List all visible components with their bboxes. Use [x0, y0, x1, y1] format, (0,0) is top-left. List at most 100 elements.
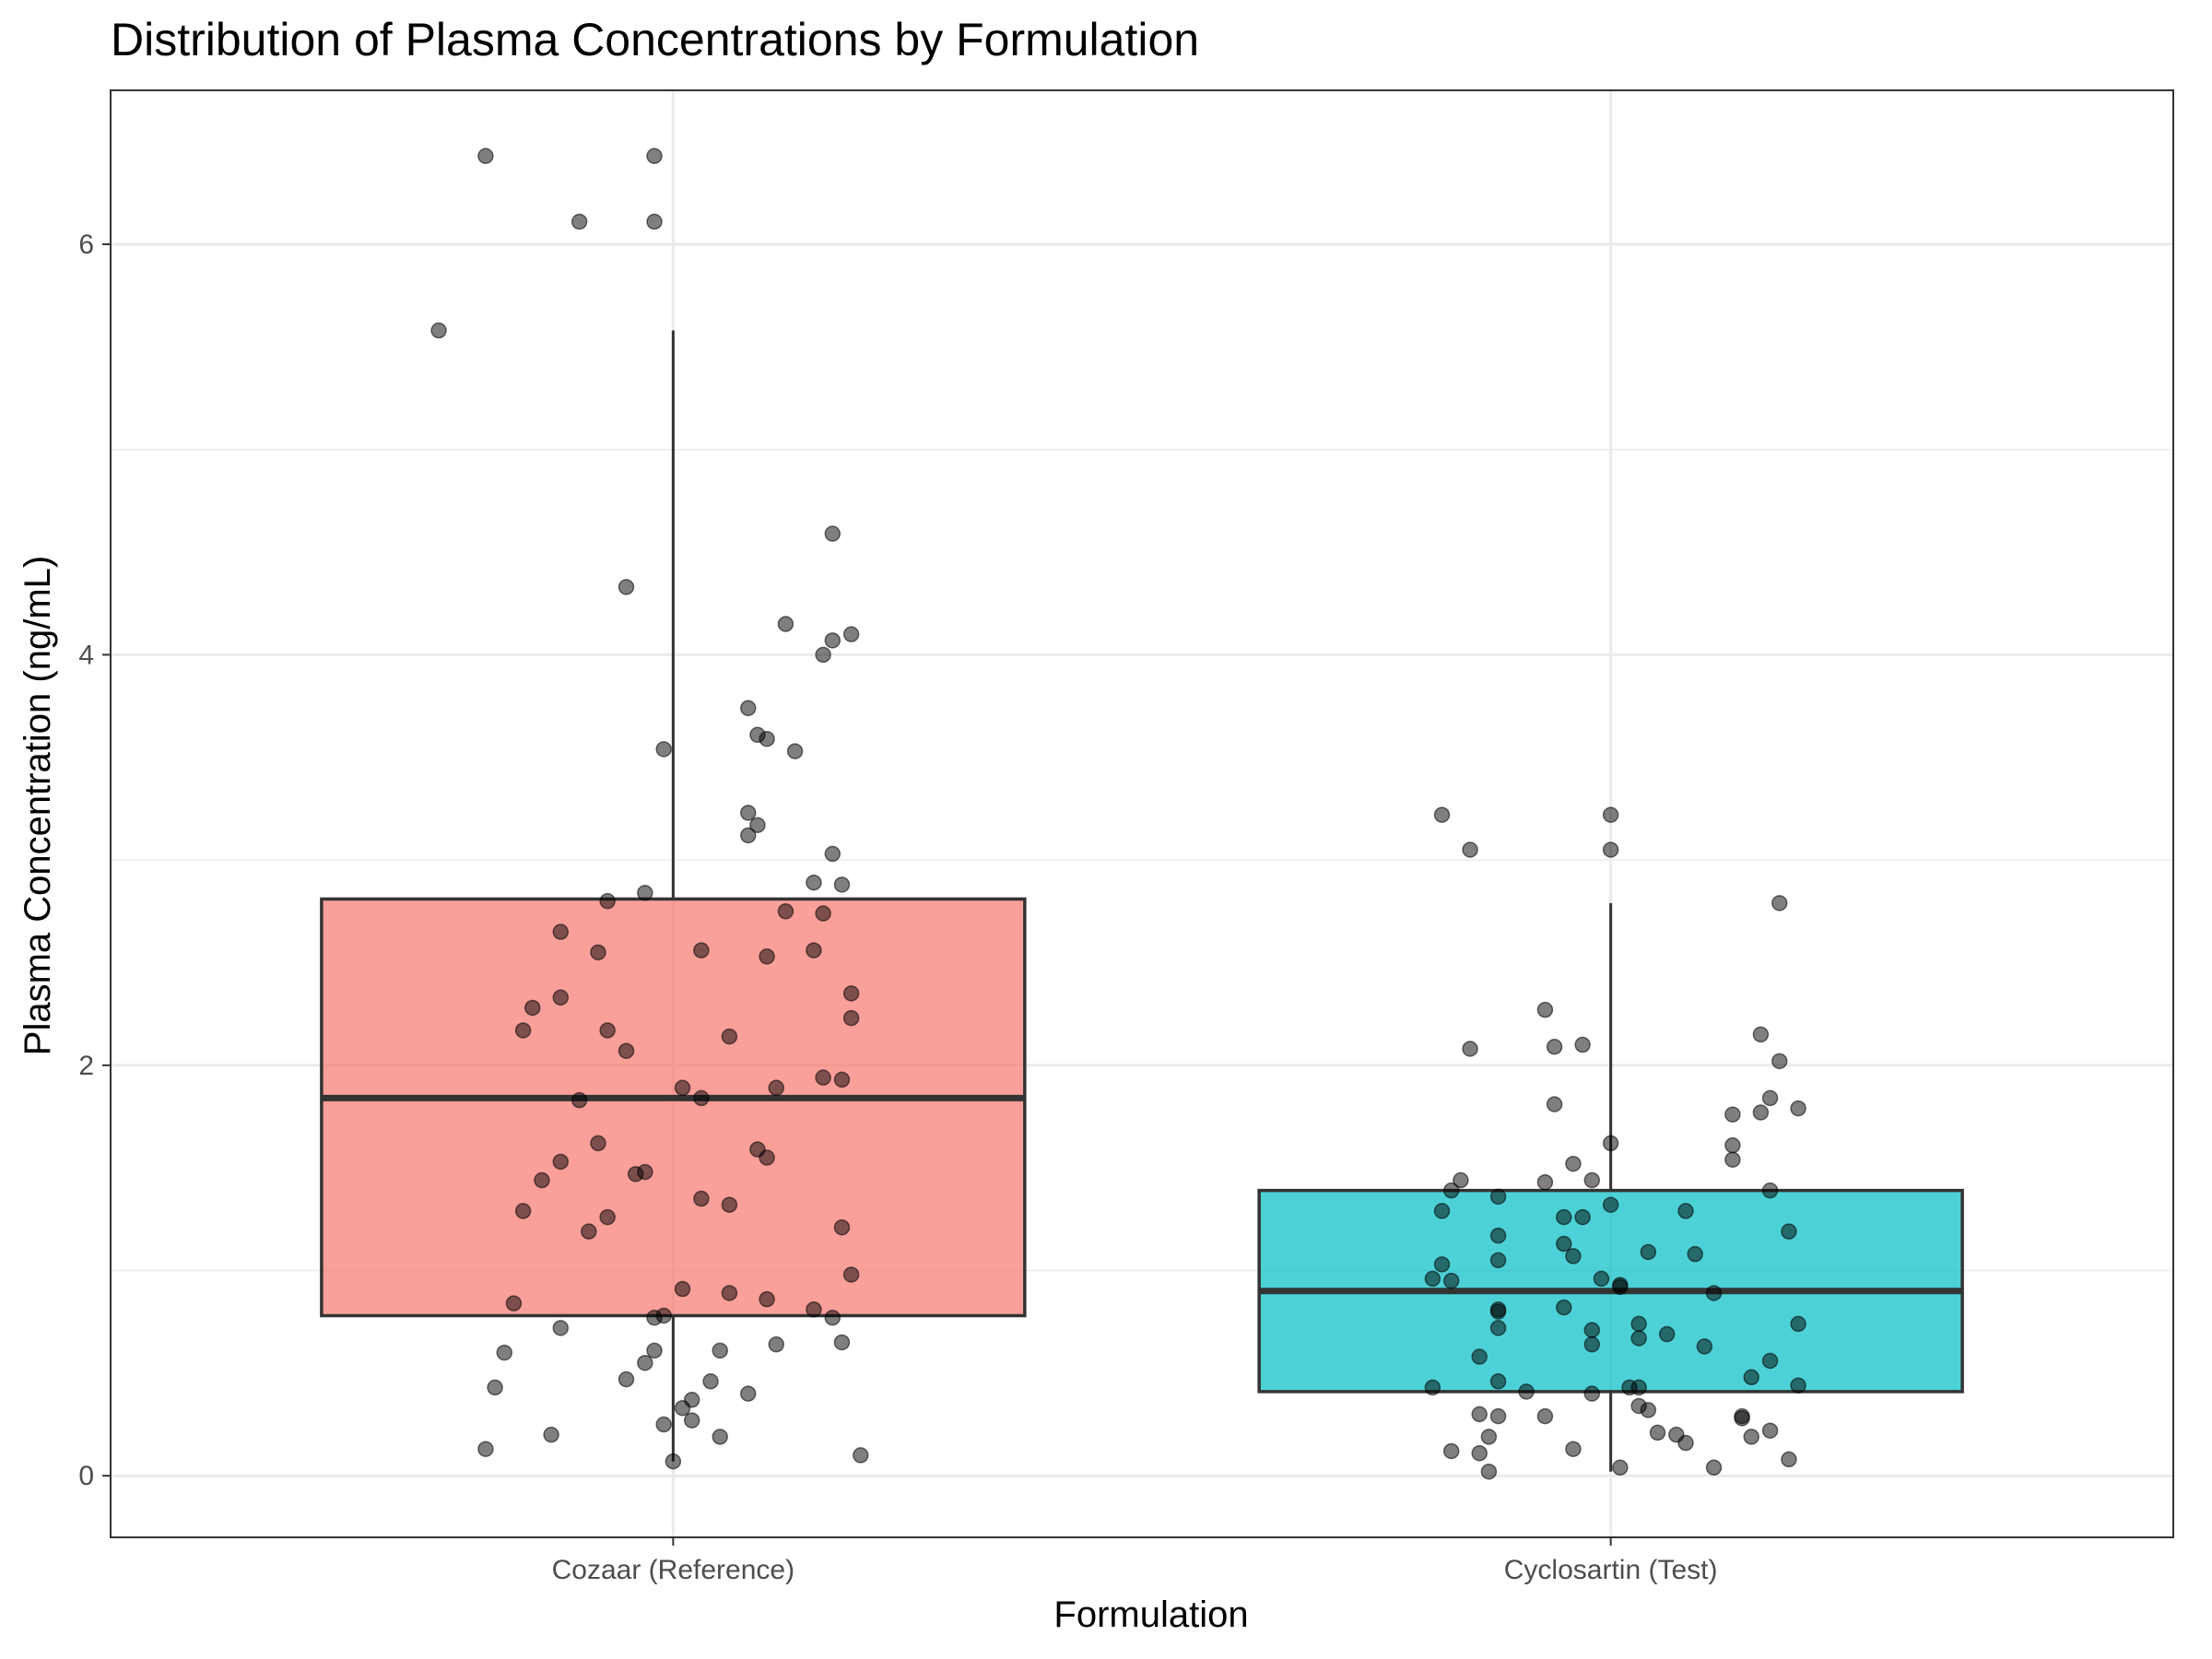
- data-point: [815, 1069, 831, 1086]
- data-point: [833, 877, 851, 893]
- data-point: [749, 817, 766, 833]
- data-point: [1489, 1373, 1507, 1390]
- data-point: [496, 1344, 513, 1361]
- data-point: [1781, 1223, 1797, 1240]
- y-axis-ticks: 0 2 4 6: [78, 229, 111, 1491]
- data-point: [430, 322, 447, 339]
- data-point: [646, 1309, 663, 1326]
- data-point: [1696, 1338, 1713, 1355]
- data-point: [1518, 1383, 1535, 1400]
- data-point: [1781, 1451, 1797, 1468]
- data-point: [1546, 1039, 1563, 1055]
- data-point: [739, 700, 757, 717]
- data-point: [1462, 1041, 1478, 1057]
- data-point: [815, 646, 831, 664]
- data-point: [1480, 1463, 1498, 1480]
- data-point: [693, 942, 710, 959]
- data-point: [842, 1266, 860, 1283]
- data-point: [1462, 841, 1478, 858]
- x-axis-title: Formulation: [1053, 1594, 1248, 1635]
- data-point: [1433, 806, 1451, 823]
- data-point: [1565, 1441, 1582, 1457]
- data-point: [618, 1371, 635, 1388]
- boxplots: [320, 330, 1964, 1472]
- data-point: [842, 985, 860, 1002]
- data-point: [590, 944, 606, 961]
- data-point: [1705, 1285, 1723, 1301]
- data-point: [552, 989, 570, 1006]
- data-point: [806, 942, 822, 959]
- data-point: [1790, 1100, 1806, 1117]
- data-point: [739, 827, 757, 844]
- data-point: [1574, 1036, 1591, 1053]
- data-point: [1489, 1301, 1507, 1318]
- data-point: [1489, 1227, 1507, 1244]
- data-point: [1471, 1444, 1488, 1462]
- data-point: [1471, 1348, 1488, 1365]
- data-point: [599, 892, 616, 910]
- chart-title: Distribution of Plasma Concentrations by…: [111, 14, 1199, 65]
- data-point: [777, 616, 794, 632]
- data-point: [1687, 1245, 1703, 1263]
- data-point: [674, 1280, 691, 1298]
- y-tick-label: 6: [78, 229, 94, 260]
- data-point: [646, 213, 663, 230]
- data-point: [1424, 1270, 1441, 1288]
- data-point: [1743, 1369, 1759, 1386]
- data-point: [1752, 1026, 1770, 1043]
- data-point: [534, 1171, 550, 1189]
- data-point: [815, 905, 831, 922]
- data-point: [712, 1342, 728, 1359]
- data-point: [1724, 1151, 1741, 1168]
- data-point: [721, 1028, 738, 1045]
- data-point: [1602, 1135, 1619, 1152]
- data-point: [1489, 1407, 1507, 1425]
- data-point: [1471, 1406, 1488, 1423]
- x-axis-ticks: Cozaar (Reference) Cyclosartin (Test): [552, 1537, 1717, 1585]
- data-point: [1790, 1315, 1806, 1333]
- data-point: [1771, 895, 1788, 912]
- data-point: [824, 632, 841, 649]
- data-point: [1583, 1322, 1601, 1338]
- y-tick-label: 0: [78, 1461, 94, 1491]
- data-point: [1433, 1203, 1451, 1219]
- data-point: [1640, 1402, 1657, 1418]
- data-point: [1442, 1182, 1460, 1199]
- data-point: [524, 999, 541, 1017]
- data-point: [1677, 1203, 1694, 1219]
- data-point: [1583, 1335, 1601, 1353]
- data-point: [833, 1334, 851, 1351]
- data-point: [824, 1309, 841, 1326]
- data-point: [1583, 1385, 1601, 1402]
- data-point: [552, 924, 570, 940]
- data-point: [1602, 1196, 1619, 1213]
- data-point: [702, 1373, 719, 1390]
- data-point: [514, 1203, 532, 1219]
- data-point: [505, 1295, 523, 1312]
- data-point: [842, 1009, 860, 1027]
- data-point: [721, 1285, 738, 1301]
- data-point: [1536, 1407, 1554, 1425]
- data-point: [1602, 841, 1619, 858]
- data-point: [824, 525, 841, 542]
- data-point: [1556, 1299, 1572, 1316]
- data-point: [1612, 1278, 1629, 1296]
- data-point: [665, 1453, 682, 1470]
- data-point: [477, 1441, 494, 1457]
- data-point: [1565, 1155, 1582, 1172]
- y-tick-label: 2: [78, 1051, 94, 1081]
- data-point: [693, 1190, 710, 1207]
- data-point: [739, 805, 757, 821]
- data-point: [1536, 1001, 1554, 1018]
- data-point: [1565, 1248, 1582, 1265]
- data-point: [637, 1354, 653, 1371]
- data-point: [1612, 1459, 1629, 1477]
- data-point: [1630, 1379, 1647, 1396]
- data-point: [637, 884, 653, 901]
- data-point: [581, 1223, 597, 1240]
- data-point: [1677, 1434, 1694, 1452]
- data-point: [599, 1208, 616, 1226]
- data-point: [1761, 1422, 1779, 1439]
- data-point: [487, 1379, 503, 1396]
